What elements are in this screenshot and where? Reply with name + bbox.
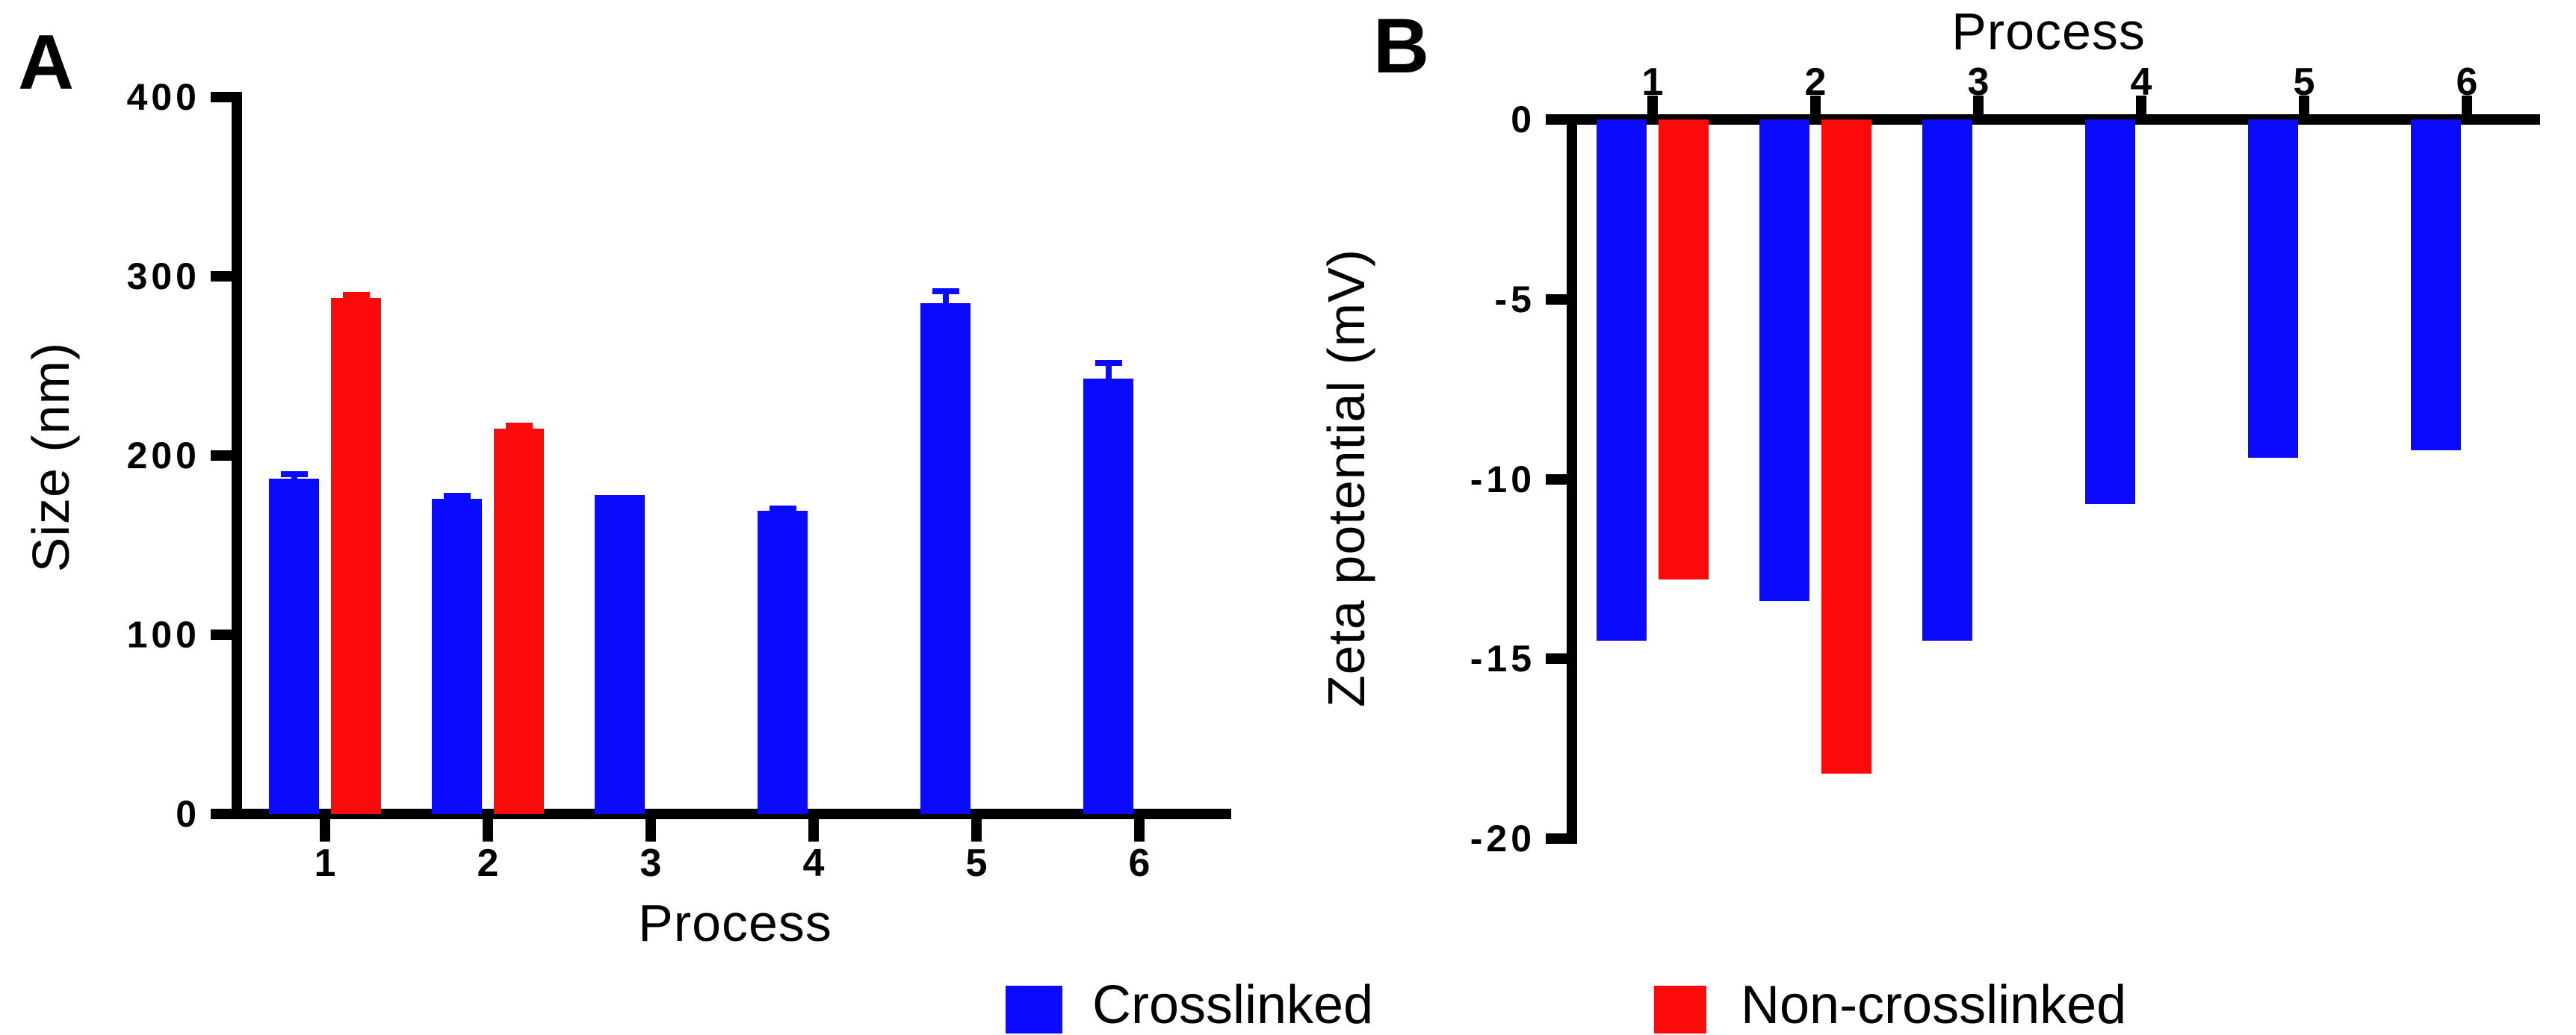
x-tick [320,819,330,842]
legend-label-crosslinked: Crosslinked [1092,975,1374,1035]
bar-crosslinked-p4 [2085,119,2135,505]
x-tick-label: 1 [1641,60,1664,104]
y-tick [1546,293,1567,305]
y-tick [1546,653,1567,665]
x-axis-line [232,809,1231,819]
panel-b-y-axis-title: Zeta potential (mV) [1317,248,1375,708]
y-tick-label: -10 [1470,458,1535,500]
bar-non-crosslinked-p2 [1821,119,1871,774]
x-tick [1647,96,1658,114]
legend-swatch-non-crosslinked [1654,986,1706,1034]
y-tick [211,630,232,640]
x-tick-label: 4 [2130,60,2152,104]
bar-crosslinked-p1 [1597,119,1647,641]
bar-crosslinked-p6 [1083,378,1133,814]
error-bar-stem [942,290,949,305]
x-tick-label: 5 [2293,60,2315,104]
y-tick [211,450,232,461]
bar-crosslinked-p3 [1922,119,1972,641]
y-axis-line [232,92,242,819]
error-bar-cap [443,492,471,499]
bar-crosslinked-p3 [595,494,645,814]
y-tick [211,92,232,102]
x-tick [483,819,493,842]
x-tick [2136,96,2146,114]
bar-crosslinked-p2 [432,498,482,814]
bar-crosslinked-p5 [920,303,970,814]
bar-crosslinked-p2 [1759,119,1809,602]
error-bar-cap [342,292,370,298]
y-tick-label: -20 [1470,818,1535,860]
error-bar-stem [1105,362,1112,380]
x-tick-label: 3 [1967,60,1990,104]
panel-a-x-axis-title: Process [638,894,832,952]
x-tick [645,819,656,842]
x-tick [2299,96,2309,114]
bar-crosslinked-p4 [758,511,808,814]
y-tick-label: 100 [126,614,200,656]
x-tick-label: 5 [965,842,988,885]
y-tick-label: 0 [176,793,200,835]
error-bar-cap [1095,360,1122,367]
y-tick [1546,833,1567,844]
x-tick-label: 2 [1804,60,1827,104]
legend-swatch-crosslinked [1006,986,1062,1034]
error-bar-cap [505,423,533,429]
x-tick [1973,96,1984,114]
x-tick [808,819,819,842]
bar-non-crosslinked-p2 [494,429,544,814]
bar-crosslinked-p5 [2248,119,2298,458]
y-tick [211,271,232,282]
y-tick-label: 300 [126,255,200,297]
y-tick-label: -5 [1494,278,1535,320]
y-tick [1546,114,1567,125]
panel-a-letter: A [18,19,75,106]
y-tick-label: 400 [126,76,200,118]
x-tick-label: 4 [802,842,825,885]
bar-non-crosslinked-p1 [1659,119,1709,580]
y-tick-label: 0 [1511,99,1535,140]
x-tick [2462,96,2472,114]
x-tick-label: 1 [314,842,336,885]
x-axis-line [1567,114,2540,125]
bar-crosslinked-p6 [2411,119,2461,450]
panel-b-letter: B [1373,3,1430,90]
x-tick-label: 2 [477,842,499,885]
y-tick-label: -15 [1470,638,1535,680]
y-tick [1546,473,1567,485]
x-tick [1810,96,1821,114]
x-tick-label: 6 [1128,842,1151,885]
error-bar-cap [932,288,959,295]
x-tick [1134,819,1145,842]
x-tick-label: 3 [640,842,662,885]
x-tick [971,819,982,842]
legend-label-non-crosslinked: Non-crosslinked [1741,975,2127,1035]
y-axis-line [1567,114,1577,844]
y-tick [211,809,232,819]
error-bar-cap [280,471,308,477]
error-bar-cap [769,505,796,512]
bar-crosslinked-p1 [269,479,319,814]
y-tick-label: 200 [126,435,200,476]
x-tick-label: 6 [2456,60,2478,104]
panel-b-x-axis-title: Process [1951,2,2146,60]
bar-non-crosslinked-p1 [331,297,381,814]
